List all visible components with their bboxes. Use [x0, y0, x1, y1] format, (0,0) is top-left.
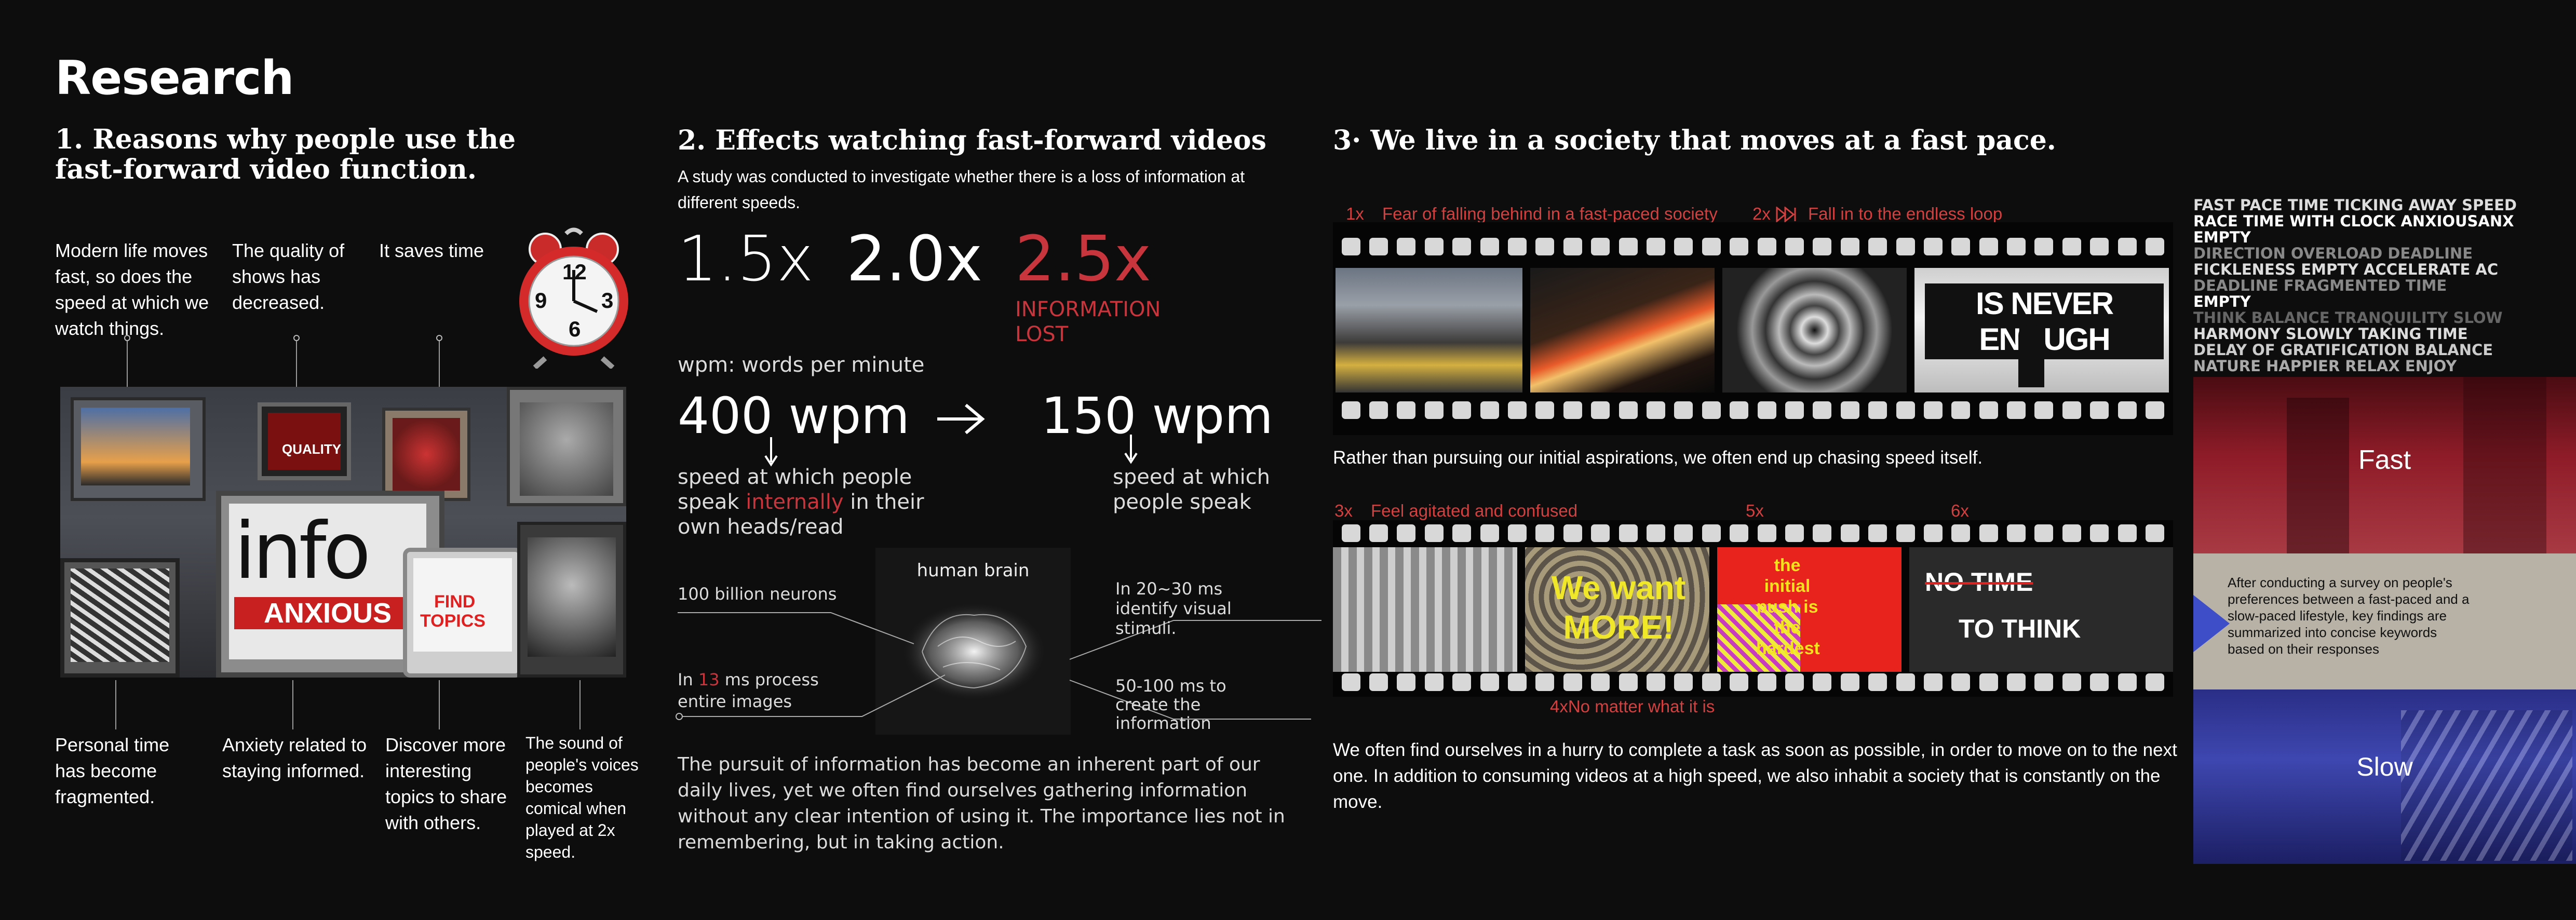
caption-5x-number: 5x — [1746, 501, 1764, 520]
label-quality: The quality of shows has decreased. — [232, 240, 345, 313]
caption-1x-text: Fear of falling behind in a fast-paced s… — [1382, 204, 1718, 223]
caption-3x-number: 3x — [1334, 501, 1353, 520]
survey-text: After conducting a survey on people's pr… — [2228, 575, 2470, 657]
never-enough-image: IS NEVER ENOUGH — [1914, 268, 2169, 393]
light-trails-image — [1530, 268, 1715, 393]
tv-find-text: FIND — [434, 592, 476, 612]
label-neurons: 100 billion neurons — [678, 584, 837, 604]
tv-info-text: info — [234, 506, 371, 597]
to-think-text: TO THINK — [1959, 614, 2081, 643]
fast-panel: Fast — [2193, 377, 2576, 553]
speed-2-0x: 2.0x — [846, 223, 982, 295]
speed-1-5x: 1.5x — [678, 223, 814, 295]
section3-bottom-text: We often find ourselves in a hurry to co… — [1333, 740, 2177, 812]
keyword-line: HARMONY SLOWLY TAKING TIME — [2193, 325, 2468, 343]
section2-heading: 2. Effects watching fast-forward videos — [678, 125, 1266, 156]
keyword-line: DEADLINE FRAGMENTED TIME — [2193, 277, 2447, 294]
arrow-right-icon — [935, 401, 987, 439]
page-title: Research — [55, 51, 294, 105]
label-identify: In 20~30 ms identify visual stimuli. — [1115, 579, 1232, 638]
label-process: In 13 ms process entire images — [678, 670, 819, 711]
keyword-line: FAST PACE TIME TICKING AWAY SPEED — [2193, 197, 2517, 214]
we-want-more-text: We want MORE! — [1551, 569, 1686, 646]
label-saves-time: It saves time — [379, 240, 484, 261]
wpm-150: 150 wpm — [1041, 387, 1273, 445]
speak-out-text: speed at which people speak — [1113, 465, 1270, 514]
arrow-down-icon — [1123, 434, 1139, 467]
section1-heading: 1. Reasons why people use the fast-forwa… — [55, 124, 516, 185]
label-modern-life: Modern life moves fast, so does the spee… — [55, 240, 209, 339]
city-street-image — [1336, 268, 1522, 393]
clock-6: 6 — [569, 317, 581, 341]
keyword-line: DIRECTION OVERLOAD DEADLINE — [2193, 245, 2473, 262]
caption-2x-text: Fall in to the endless loop — [1808, 204, 2003, 223]
keyword-line: RACE TIME WITH CLOCK ANXIOUSANX — [2193, 212, 2514, 230]
alarm-clock-image: 12 9 3 6 — [514, 223, 633, 370]
film-strip-2: We want MORE! the initial push is the ha… — [1333, 520, 2173, 697]
tv-topics-text: TOPICS — [420, 611, 485, 631]
human-brain-image: human brain — [875, 548, 1071, 735]
clock-12: 12 — [562, 260, 587, 284]
spiral-stairs-image — [1722, 268, 1907, 393]
wpm-definition: wpm: words per minute — [678, 353, 925, 377]
tv-anxious-text: ANXIOUS — [234, 597, 421, 629]
keyword-line: FICKLENESS EMPTY ACCELERATE AC — [2193, 261, 2499, 278]
agitated-person-image — [1333, 547, 1517, 672]
label-anxiety: Anxiety related to staying informed. — [222, 734, 367, 781]
caption-1x-number: 1x — [1346, 204, 1364, 223]
section3-heading: 3· We live in a society that moves at a … — [1333, 125, 2056, 156]
initial-push-text: the initial push is the hardest — [1756, 556, 1820, 658]
caption-2x-number: 2x — [1752, 204, 1771, 223]
keyword-line: THINK BALANCE TRANQUILITY SLOW — [2193, 309, 2503, 327]
brain-title: human brain — [916, 560, 1030, 581]
clock-9: 9 — [535, 288, 547, 313]
label-discover: Discover more interesting topics to shar… — [385, 734, 507, 833]
never-enough-text: IS NEVER ENOUGH — [1925, 283, 2164, 359]
tv-quality-text: QUALITY — [282, 441, 342, 457]
label-sound: The sound of people's voices becomes com… — [525, 734, 639, 861]
slow-label: Slow — [2356, 752, 2413, 781]
no-time-text: NO TIME — [1925, 567, 2033, 597]
label-personal-time: Personal time has become fragmented. — [55, 734, 170, 807]
keyword-line: EMPTY — [2193, 293, 2251, 310]
we-want-more-image: We want MORE! — [1525, 547, 1709, 672]
clock-3: 3 — [601, 288, 614, 313]
section3-middle-text: Rather than pursuing our initial aspirat… — [1333, 448, 1983, 468]
play-triangle-icon — [2193, 595, 2230, 652]
initial-push-image: the initial push is the hardest — [1717, 547, 1901, 672]
label-create: 50-100 ms to create the information — [1115, 676, 1226, 733]
caption-3x-text: Feel agitated and confused — [1371, 501, 1578, 520]
survey-panel: After conducting a survey on people's pr… — [2193, 553, 2576, 689]
keyword-line: EMPTY — [2193, 228, 2251, 246]
keyword-cloud: FAST PACE TIME TICKING AWAY SPEED RACE T… — [2193, 197, 2576, 376]
keyword-line: NATURE HAPPIER RELAX ENJOY — [2193, 357, 2457, 375]
caption-6x-number: 6x — [1951, 501, 1969, 520]
speed-2-5x: 2.5x — [1015, 223, 1151, 295]
fast-label: Fast — [2358, 445, 2411, 475]
wpm-400: 400 wpm — [678, 387, 910, 445]
arrow-down-icon — [763, 436, 779, 469]
section2-paragraph: The pursuit of information has become an… — [678, 754, 1285, 853]
fast-forward-icon — [1776, 206, 1797, 224]
slow-panel: Slow — [2193, 689, 2576, 864]
information-lost: INFORMATION LOST — [1015, 297, 1161, 346]
no-time-image: NO TIME TO THINK — [1909, 547, 2173, 672]
keyword-line: DELAY OF GRATIFICATION BALANCE — [2193, 341, 2493, 359]
section2-intro: A study was conducted to investigate whe… — [678, 167, 1245, 212]
speak-internal-text: speed at which people speak internally i… — [678, 465, 924, 539]
tv-collage-image: QUALITY info ANXIOUS FIND TOPICS — [60, 387, 626, 678]
caption-4x: 4xNo matter what it is — [1550, 697, 1715, 716]
film-strip-1: IS NEVER ENOUGH — [1333, 222, 2173, 435]
